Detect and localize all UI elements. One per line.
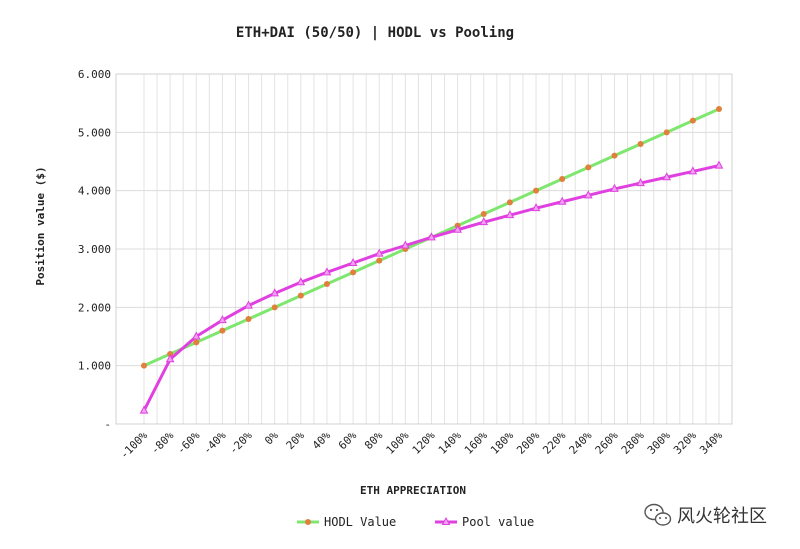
x-tick-label: 40% (310, 429, 334, 453)
data-point-hodl (323, 281, 330, 287)
x-tick-label: -100% (118, 429, 151, 462)
x-tick-label: 240% (567, 429, 595, 457)
data-point-hodl (271, 304, 278, 311)
data-point-hodl (611, 152, 618, 159)
data-point-pool (557, 196, 567, 205)
y-tick-label: 5.000 (78, 126, 111, 139)
data-point-pool (479, 217, 489, 226)
data-point-hodl (350, 269, 357, 276)
data-point-pool (218, 315, 227, 324)
data-point-hodl (480, 211, 487, 217)
data-point-hodl (716, 106, 722, 112)
y-axis-label: Position value ($) (34, 166, 47, 285)
x-tick-label: 140% (436, 429, 464, 457)
x-tick-label: 120% (410, 429, 438, 457)
x-tick-label: 300% (645, 429, 673, 457)
legend-swatch-marker (305, 519, 311, 525)
wechat-icon (644, 503, 672, 526)
legend-label: Pool value (462, 515, 534, 529)
y-axis-ticks: - 1.000 2.000 3.000 4.000 5.000 6.000 (78, 68, 111, 431)
data-point-hodl (376, 257, 383, 264)
chart-title: ETH+DAI (50/50) | HODL vs Pooling (236, 25, 514, 41)
data-point-pool (505, 210, 515, 219)
x-tick-label: 220% (540, 429, 568, 457)
watermark: 风火轮社区 (644, 503, 767, 527)
data-point-pool (427, 232, 436, 241)
legend-label: HODL Value (324, 515, 396, 529)
data-point-pool (662, 172, 672, 181)
data-point-pool (139, 405, 149, 414)
data-point-hodl (167, 351, 174, 357)
data-point-hodl (559, 176, 566, 182)
data-point-hodl (663, 129, 670, 136)
data-point-pool (531, 203, 541, 212)
x-tick-label: -80% (148, 429, 176, 457)
x-tick-label: -60% (174, 429, 202, 457)
y-tick-label: 4.000 (78, 185, 111, 198)
legend-swatch-marker (441, 516, 451, 525)
data-point-pool (610, 183, 619, 192)
data-point-pool (636, 178, 645, 187)
x-tick-label: 200% (514, 429, 542, 457)
data-point-hodl (533, 187, 540, 194)
data-point-pool (191, 331, 201, 340)
data-point-pool (348, 257, 358, 266)
x-tick-label: 320% (671, 429, 699, 457)
x-axis-label: ETH APPRECIATION (360, 484, 466, 497)
data-point-pool (453, 224, 462, 233)
x-tick-label: 100% (384, 429, 412, 457)
plot-border (115, 73, 733, 425)
watermark-text: 风火轮社区 (677, 506, 767, 527)
data-point-hodl (585, 164, 592, 171)
data-point-pool (296, 277, 306, 286)
data-point-pool (583, 190, 593, 199)
data-point-hodl (506, 199, 513, 206)
data-point-pool (270, 288, 280, 297)
x-tick-label: 260% (593, 429, 621, 457)
data-point-pool (714, 160, 724, 169)
x-tick-label: 0% (262, 429, 281, 448)
legend: HODL Value Pool value (297, 515, 534, 529)
x-tick-label: 60% (336, 429, 360, 453)
y-tick-label: 6.000 (78, 68, 111, 81)
series-group (139, 106, 724, 414)
data-point-hodl (689, 117, 696, 124)
x-tick-label: 80% (362, 429, 386, 453)
x-tick-label: 340% (697, 429, 725, 457)
x-tick-label: 160% (462, 429, 490, 457)
data-point-hodl (637, 141, 644, 147)
data-point-pool (165, 354, 175, 363)
x-tick-label: 20% (284, 429, 308, 453)
data-point-hodl (219, 327, 226, 334)
data-point-pool (401, 240, 410, 249)
x-tick-label: -40% (201, 429, 229, 457)
data-point-pool (374, 248, 384, 257)
data-point-pool (688, 166, 698, 175)
y-tick-label: 3.000 (78, 243, 111, 256)
x-tick-label: 180% (488, 429, 516, 457)
x-tick-label: -20% (227, 429, 255, 457)
data-point-pool (244, 300, 253, 309)
y-tick-label: - (104, 418, 111, 431)
y-tick-label: 2.000 (78, 301, 111, 314)
x-tick-label: 280% (619, 429, 647, 457)
grid (115, 73, 733, 425)
data-point-hodl (245, 316, 252, 322)
x-axis-ticks: -100%-80%-60%-40%-20% 0% 20% 40% 60% 80%100%1… (118, 429, 726, 462)
data-point-hodl (141, 362, 147, 369)
data-point-pool (322, 267, 332, 276)
data-point-hodl (297, 292, 304, 299)
y-tick-label: 1.000 (78, 360, 111, 373)
data-point-hodl (193, 339, 200, 346)
